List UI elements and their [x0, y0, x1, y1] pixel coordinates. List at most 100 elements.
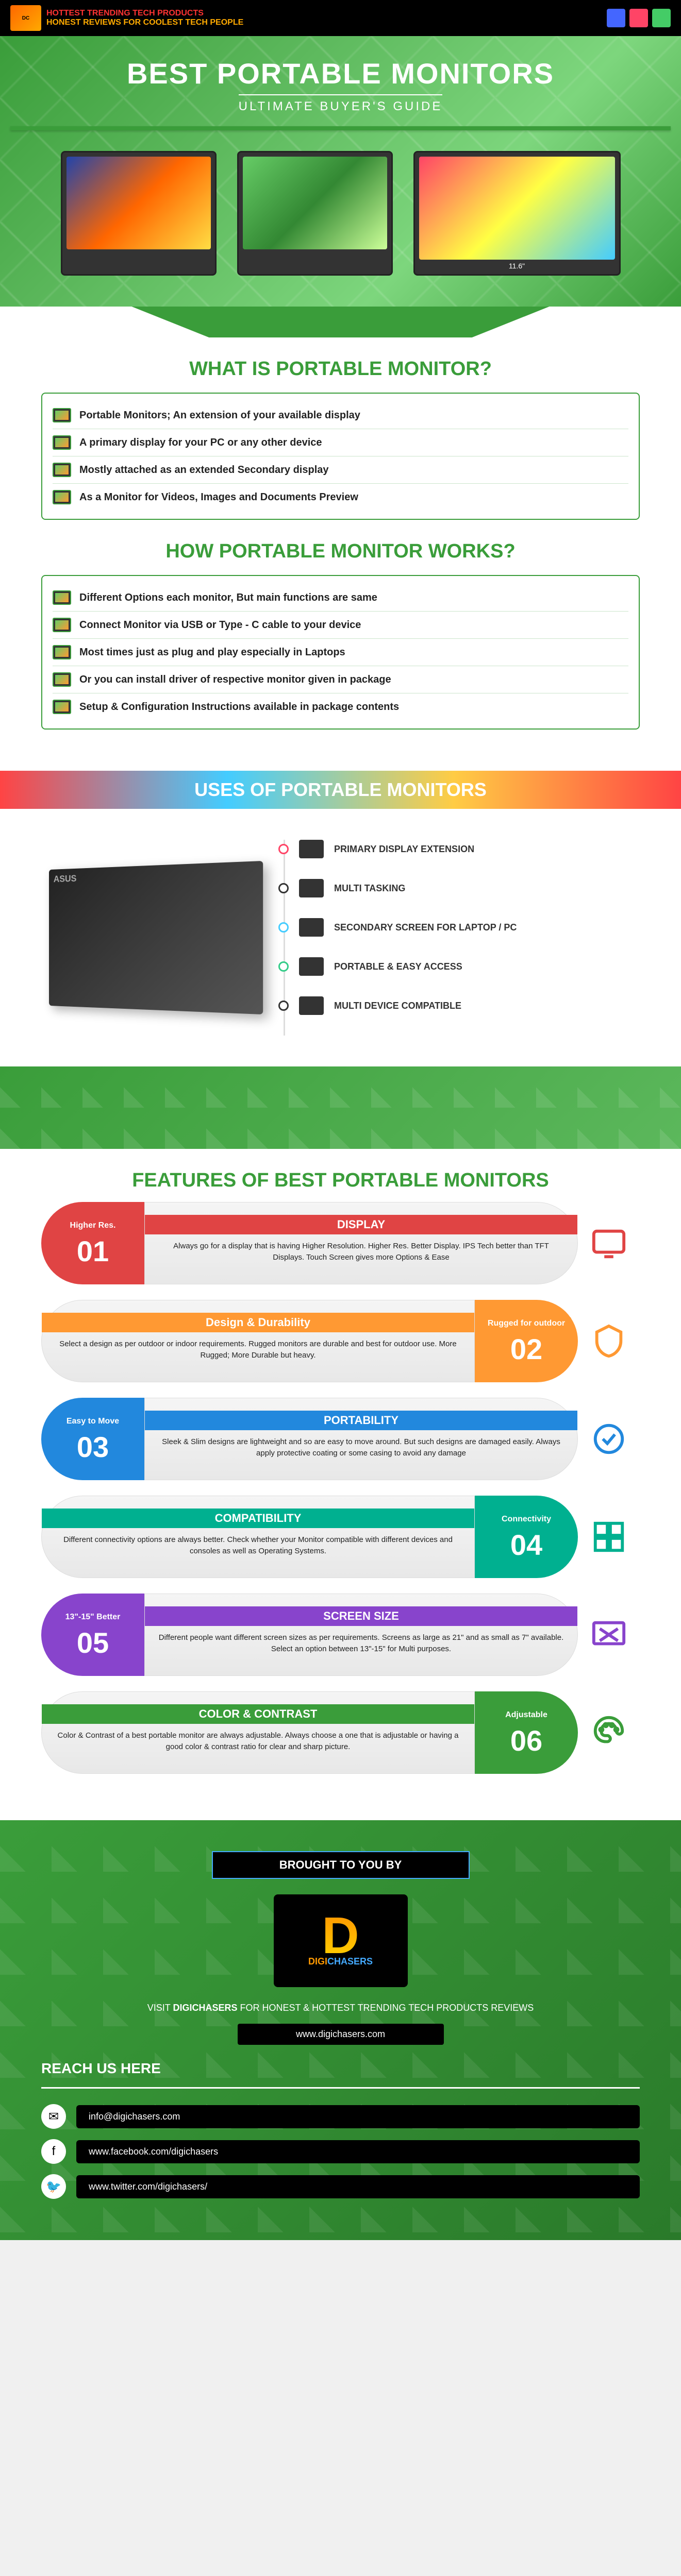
use-label: SECONDARY SCREEN FOR LAPTOP / PC — [334, 922, 517, 933]
what-item: Mostly attached as an extended Secondary… — [79, 464, 329, 476]
feature-tag: 13"-15" Better — [59, 1611, 127, 1624]
portable-icon — [299, 957, 324, 976]
monitor-icon — [53, 463, 71, 477]
header-icons — [607, 9, 671, 27]
use-label: PORTABLE & EASY ACCESS — [334, 961, 462, 972]
use-label: MULTI TASKING — [334, 883, 405, 894]
feature-desc: Different people want different screen s… — [157, 1632, 565, 1655]
monitor-icon — [53, 700, 71, 714]
how-title: HOW PORTABLE MONITOR WORKS? — [41, 540, 640, 563]
what-item: A primary display for your PC or any oth… — [79, 437, 322, 449]
use-label: PRIMARY DISPLAY EXTENSION — [334, 844, 474, 855]
feature-number: 06 — [510, 1724, 542, 1757]
feature-row: Higher Res. 01 DISPLAY Always go for a dis… — [41, 1202, 640, 1284]
feature-head: COMPATIBILITY — [42, 1509, 474, 1528]
monitor-icon — [53, 490, 71, 504]
feature-tag: Higher Res. — [64, 1219, 122, 1232]
feature-head: SCREEN SIZE — [145, 1606, 577, 1626]
how-item: Connect Monitor via USB or Type - C cabl… — [79, 619, 361, 631]
email-icon: ✉ — [41, 2104, 66, 2129]
feature-head: Design & Durability — [42, 1313, 474, 1332]
feature-desc: Different connectivity options are alway… — [54, 1534, 462, 1557]
what-title: WHAT IS PORTABLE MONITOR? — [41, 358, 640, 380]
monitor-icon — [53, 618, 71, 632]
monitor-icon — [53, 435, 71, 450]
feature-row: Adjustable 06 COLOR & CONTRAST Color & Con… — [41, 1691, 640, 1774]
how-item: Setup & Configuration Instructions avail… — [79, 701, 399, 713]
feature-head: COLOR & CONTRAST — [42, 1704, 474, 1724]
header-icon-1 — [607, 9, 625, 27]
hero-monitor-1 — [61, 151, 217, 276]
contact-row: f www.facebook.com/digichasers — [41, 2139, 640, 2164]
site-link[interactable]: www.digichasers.com — [238, 2024, 444, 2045]
monitor-icon — [53, 672, 71, 687]
uses-band: USES OF PORTABLE MONITORS — [0, 771, 681, 809]
hero: BEST PORTABLE MONITORS ULTIMATE BUYER'S … — [0, 36, 681, 307]
device-icon — [299, 996, 324, 1015]
header-tagline-1: HOTTEST TRENDING TECH PRODUCTS — [46, 9, 243, 18]
twitter-link[interactable]: www.twitter.com/digichasers/ — [76, 2175, 640, 2198]
compatibility-icon — [578, 1496, 640, 1578]
feature-row: Connectivity 04 COMPATIBILITY Different co… — [41, 1496, 640, 1578]
reach-title: REACH US HERE — [41, 2060, 660, 2077]
use-label: MULTI DEVICE COMPATIBLE — [334, 1001, 461, 1011]
facebook-link[interactable]: www.facebook.com/digichasers — [76, 2140, 640, 2163]
header-icon-2 — [629, 9, 648, 27]
laptop-icon — [299, 918, 324, 937]
feature-number: 05 — [77, 1626, 109, 1659]
monitor-icon — [53, 408, 71, 422]
feature-tag: Rugged for outdoor — [481, 1317, 571, 1330]
contact-row: ✉ info@digichasers.com — [41, 2104, 640, 2129]
feature-desc: Color & Contrast of a best portable moni… — [54, 1730, 462, 1753]
header-tagline-2: HONEST REVIEWS FOR COOLEST TECH PEOPLE — [46, 18, 243, 27]
monitor-icon — [53, 645, 71, 659]
feature-desc: Select a design as per outdoor or indoor… — [54, 1338, 462, 1362]
contact-row: 🐦 www.twitter.com/digichasers/ — [41, 2174, 640, 2199]
features-list: Higher Res. 01 DISPLAY Always go for a dis… — [0, 1202, 681, 1820]
how-item: Or you can install driver of respective … — [79, 674, 391, 686]
hero-subtitle: ULTIMATE BUYER'S GUIDE — [239, 94, 443, 114]
what-item: Portable Monitors; An extension of your … — [79, 410, 360, 421]
display-icon — [299, 840, 324, 858]
how-list: Different Options each monitor, But main… — [41, 575, 640, 730]
visit-line: VISIT DIGICHASERS FOR HONEST & HOTTEST T… — [21, 2003, 660, 2013]
header-logo: DC — [10, 5, 41, 31]
feature-row: Rugged for outdoor 02 Design & Durability… — [41, 1300, 640, 1382]
display-icon — [578, 1202, 640, 1284]
hero-title: BEST PORTABLE MONITORS — [10, 57, 671, 90]
how-item: Most times just as plug and play especia… — [79, 647, 345, 658]
portability-icon — [578, 1398, 640, 1480]
what-list: Portable Monitors; An extension of your … — [41, 393, 640, 520]
top-bar: DC HOTTEST TRENDING TECH PRODUCTS HONEST… — [0, 0, 681, 36]
email-link[interactable]: info@digichasers.com — [76, 2105, 640, 2128]
feature-tag: Connectivity — [495, 1513, 557, 1526]
feature-tag: Easy to Move — [60, 1415, 125, 1428]
feature-desc: Always go for a display that is having H… — [157, 1241, 565, 1264]
feature-tag: Adjustable — [499, 1708, 554, 1722]
feature-row: 13"-15" Better 05 SCREEN SIZE Different pe… — [41, 1594, 640, 1676]
feature-number: 04 — [510, 1528, 542, 1562]
facebook-icon: f — [41, 2139, 66, 2164]
feature-head: PORTABILITY — [145, 1411, 577, 1430]
feature-number: 02 — [510, 1332, 542, 1366]
footer: BROUGHT TO YOU BY D DIGICHASERS VISIT DI… — [0, 1820, 681, 2240]
how-item: Different Options each monitor, But main… — [79, 592, 377, 604]
header-icon-3 — [652, 9, 671, 27]
uses-list: PRIMARY DISPLAY EXTENSION MULTI TASKING … — [278, 840, 640, 1036]
color-icon — [578, 1691, 640, 1774]
hero-monitor-2 — [237, 151, 393, 276]
uses-title: USES OF PORTABLE MONITORS — [8, 779, 673, 801]
what-item: As a Monitor for Videos, Images and Docu… — [79, 492, 358, 503]
feature-head: DISPLAY — [145, 1215, 577, 1234]
feature-desc: Sleek & Slim designs are lightweight and… — [157, 1436, 565, 1460]
feature-number: 01 — [77, 1234, 109, 1268]
feature-number: 03 — [77, 1430, 109, 1464]
design-icon — [578, 1300, 640, 1382]
screensize-icon — [578, 1594, 640, 1676]
feature-row: Easy to Move 03 PORTABILITY Sleek & Slim d… — [41, 1398, 640, 1480]
uses-monitor-image — [49, 861, 263, 1014]
brought-by: BROUGHT TO YOU BY — [212, 1851, 470, 1879]
hero-monitor-3: 11.6" — [413, 151, 621, 276]
multitask-icon — [299, 879, 324, 897]
features-title: FEATURES OF BEST PORTABLE MONITORS — [0, 1149, 681, 1202]
